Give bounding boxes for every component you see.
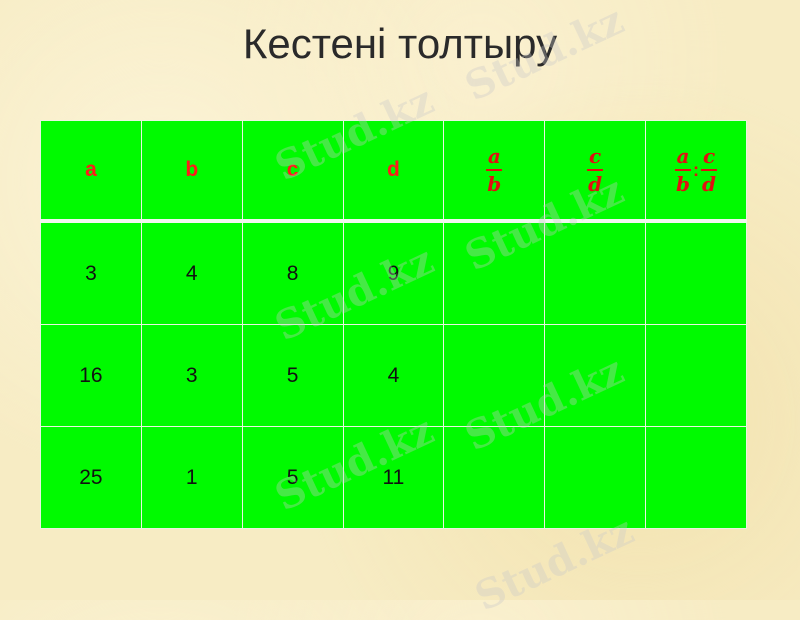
numerator: a xyxy=(487,144,501,168)
cell: 25 xyxy=(40,426,142,529)
table-row: 16 3 5 4 xyxy=(40,324,747,427)
table-row: 3 4 8 9 xyxy=(40,220,747,325)
cell: 16 xyxy=(40,324,142,427)
empty-cell xyxy=(544,324,647,427)
empty-cell xyxy=(443,426,546,529)
cell: 11 xyxy=(342,426,445,529)
empty-cell xyxy=(645,324,747,427)
denominator: d xyxy=(588,172,603,196)
cell: 4 xyxy=(140,220,243,325)
empty-cell xyxy=(645,426,747,529)
empty-cell xyxy=(544,220,647,325)
empty-cell xyxy=(443,220,546,325)
cell: 3 xyxy=(40,220,142,325)
empty-cell xyxy=(544,426,647,529)
denominator: d xyxy=(702,172,717,196)
cell: 5 xyxy=(241,324,344,427)
empty-cell xyxy=(645,220,747,325)
cell: 3 xyxy=(140,324,243,427)
numerator: c xyxy=(702,144,716,168)
division-sign: : xyxy=(693,159,700,180)
numerator: a xyxy=(676,144,690,168)
cell: 9 xyxy=(342,220,445,325)
cell: 8 xyxy=(241,220,344,325)
table-row: 25 1 5 11 xyxy=(40,426,747,529)
empty-cell xyxy=(443,324,546,427)
slide-title: Кестені толтыру xyxy=(242,20,558,67)
numerator: c xyxy=(589,144,602,168)
cell: 4 xyxy=(342,324,445,427)
header-c: c xyxy=(241,120,344,223)
cell: 1 xyxy=(140,426,243,529)
denominator: b xyxy=(487,172,502,196)
header-a: a xyxy=(40,120,142,223)
denominator: b xyxy=(676,172,691,196)
header-b: b xyxy=(140,120,243,223)
header-d: d xyxy=(342,120,445,223)
cell: 5 xyxy=(241,426,344,529)
